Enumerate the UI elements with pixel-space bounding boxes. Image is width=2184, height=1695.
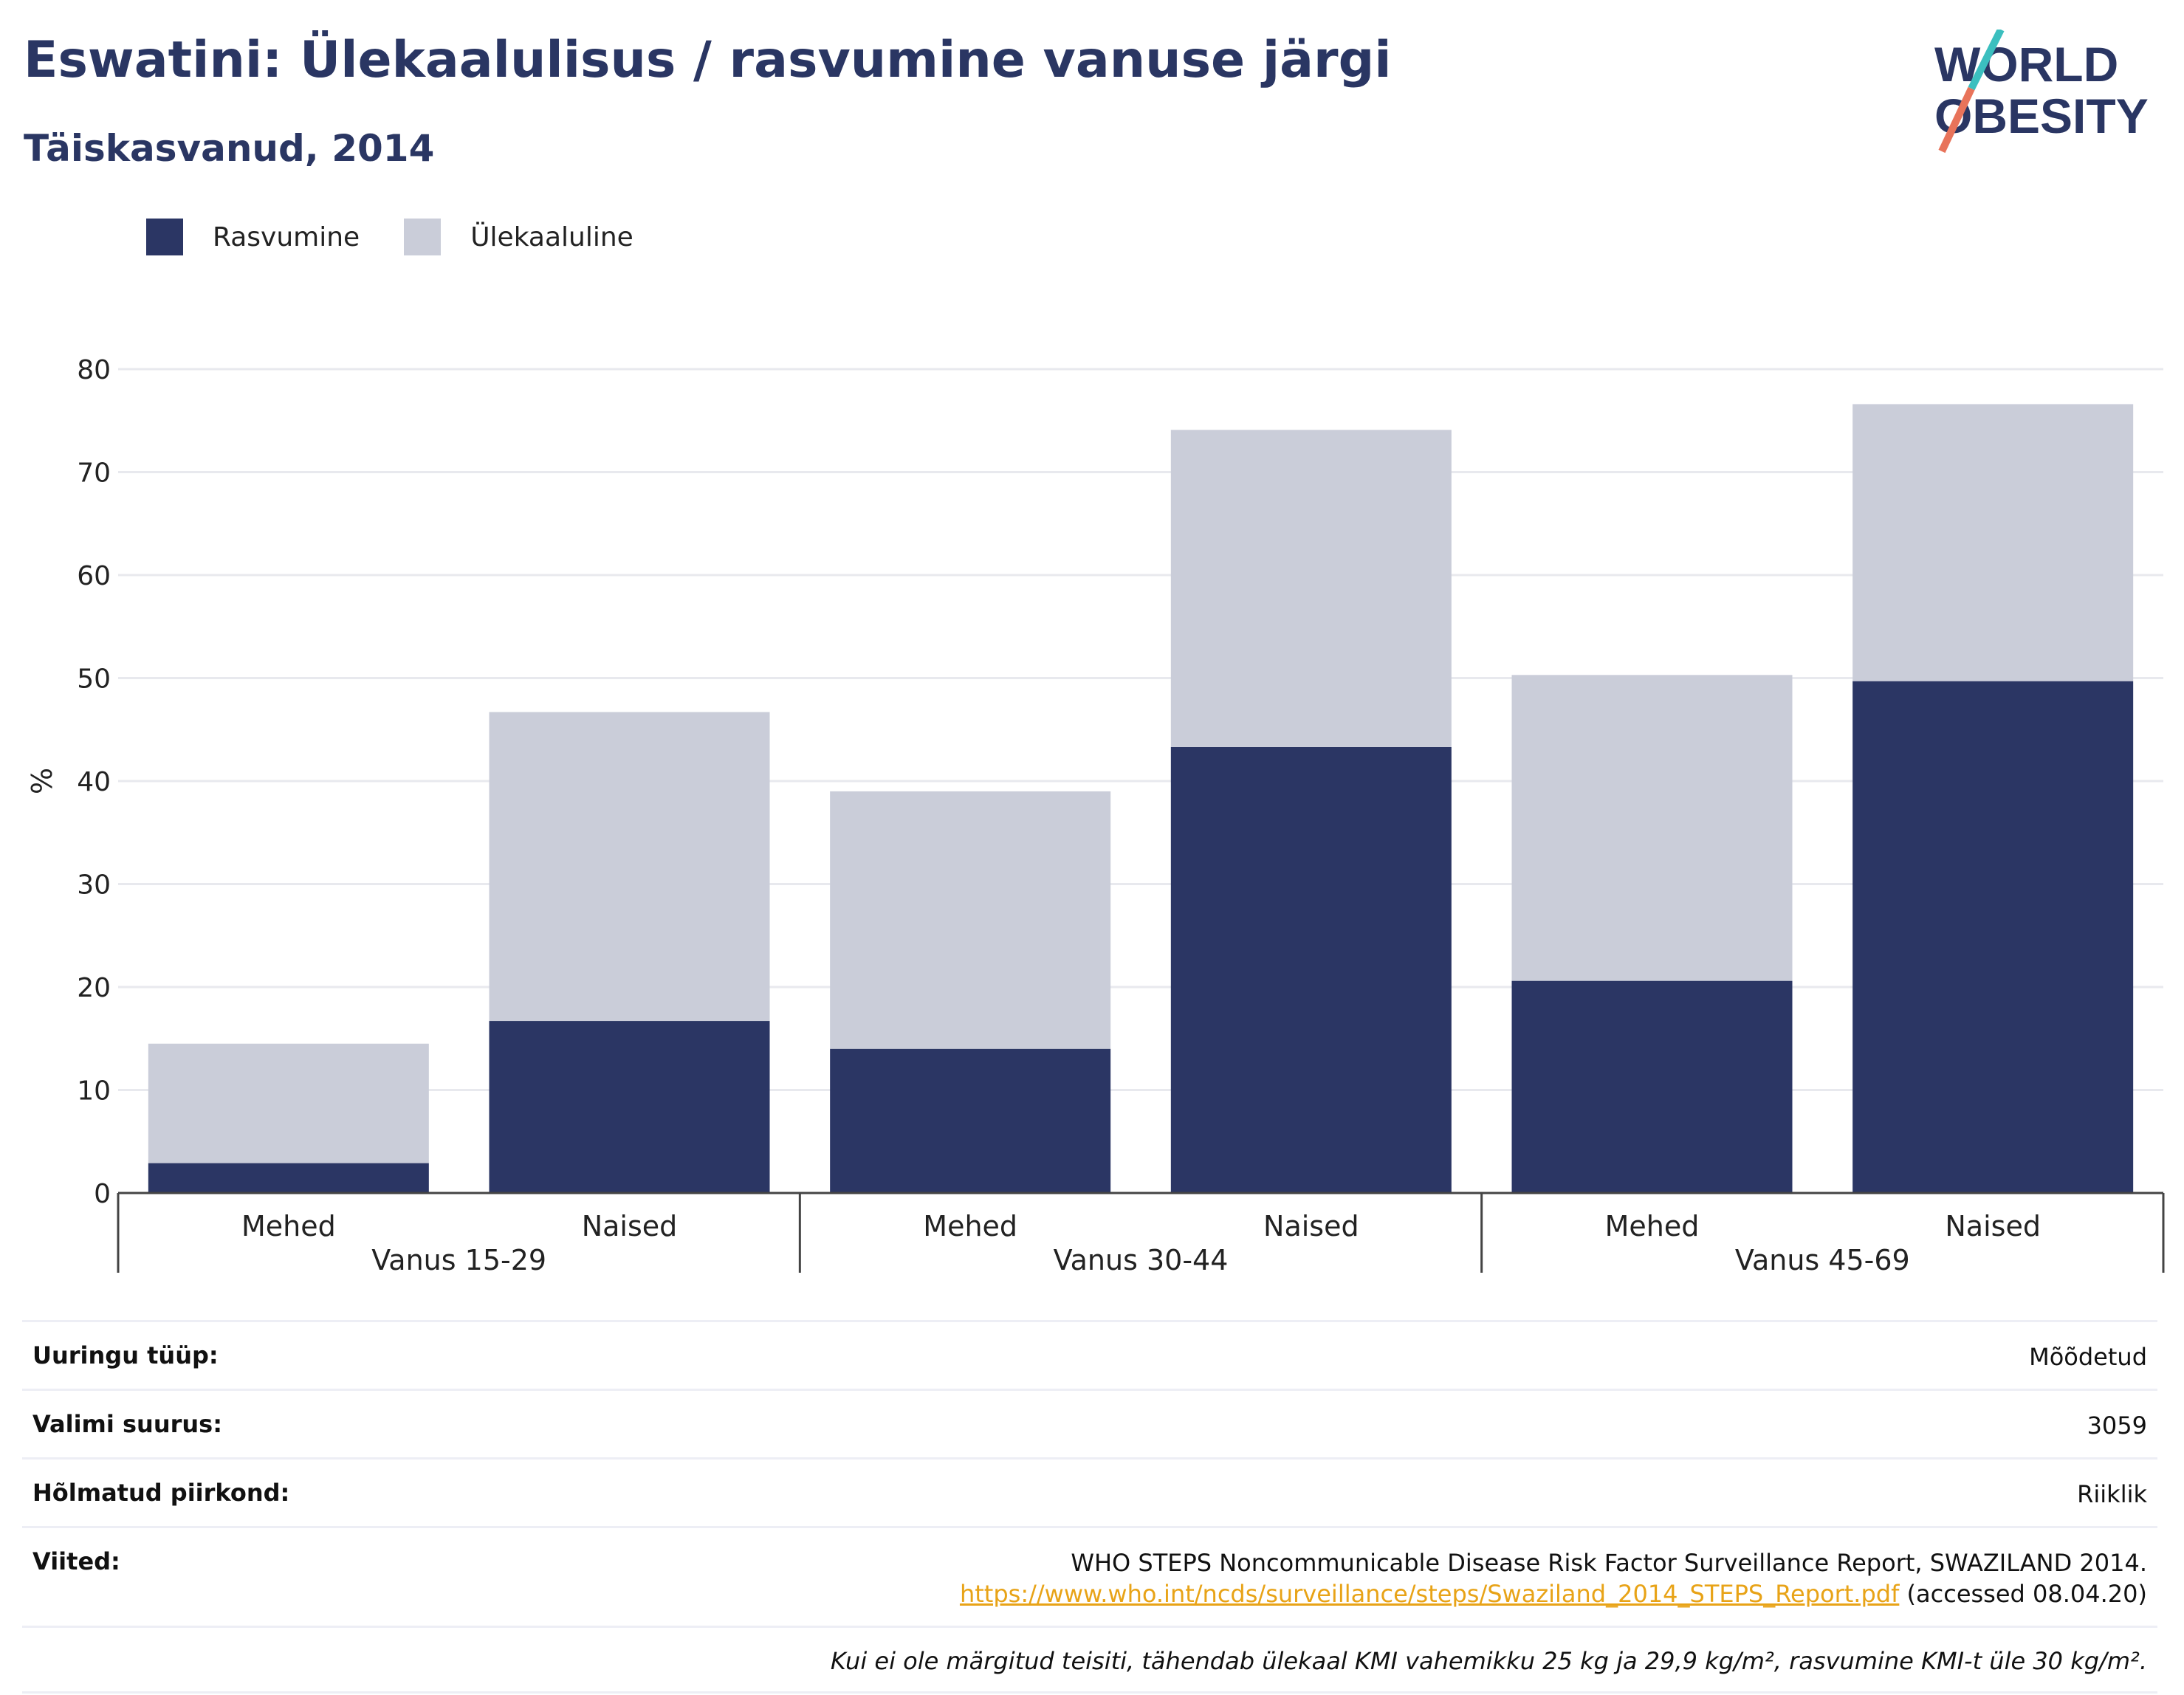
y-tick-label: 30 <box>77 870 111 901</box>
stacked-bar-chart: 0 10 20 30 40 50 60 70 80% Mehed Naised Mehed Naised… <box>26 355 2165 1276</box>
y-tick-label: 80 <box>77 355 111 385</box>
x-group-label: Vanus 15-29 <box>371 1244 546 1276</box>
references-value: WHO STEPS Noncommunicable Disease Risk F… <box>960 1547 2147 1609</box>
info-label: Hõlmatud piirkond: <box>32 1479 290 1507</box>
bar-overweight <box>148 1043 429 1163</box>
x-group-label: Vanus 30-44 <box>1054 1244 1229 1276</box>
x-tick-label: Mehed <box>241 1210 336 1242</box>
x-tick-label: Mehed <box>923 1210 1017 1242</box>
bar-obesity <box>148 1163 429 1193</box>
x-group-label: Vanus 45-69 <box>1735 1244 1910 1276</box>
bar-overweight <box>830 791 1111 1049</box>
info-table: Uuringu tüüp: Mõõdetud Valimi suurus: 30… <box>22 1320 2157 1694</box>
reference-accessed: (accessed 08.04.20) <box>1906 1580 2147 1608</box>
info-label: Valimi suurus: <box>32 1410 223 1438</box>
bar-obesity <box>830 1048 1111 1193</box>
info-row-references: Viited: WHO STEPS Noncommunicable Diseas… <box>22 1526 2157 1626</box>
legend-item-obesity: Rasvumine <box>146 219 360 255</box>
legend-label-overweight: Ülekaaluline <box>470 221 633 252</box>
y-tick-label: 40 <box>77 767 111 797</box>
bar-overweight <box>1511 675 1793 981</box>
page-subtitle: Täiskasvanud, 2014 <box>24 127 435 170</box>
info-label: Uuringu tüüp: <box>32 1341 219 1369</box>
info-row-sample-size: Valimi suurus: 3059 <box>22 1389 2157 1457</box>
y-tick-label: 10 <box>77 1076 111 1107</box>
bar-overweight <box>1852 404 2134 681</box>
x-tick-label: Naised <box>1945 1210 2041 1242</box>
page-title: Eswatini: Ülekaalulisus / rasvumine vanu… <box>24 31 1392 89</box>
bar-overweight <box>489 712 770 1022</box>
bar-obesity <box>489 1021 770 1193</box>
info-value: Riiklik <box>2077 1480 2147 1508</box>
info-label: Viited: <box>32 1547 120 1575</box>
x-tick-label: Mehed <box>1605 1210 1700 1242</box>
info-row-note: Kui ei ole märgitud teisiti, tähendab ül… <box>22 1626 2157 1694</box>
legend-swatch-overweight <box>404 219 442 255</box>
legend-label-obesity: Rasvumine <box>213 221 360 252</box>
definition-note: Kui ei ole märgitud teisiti, tähendab ül… <box>830 1647 2147 1675</box>
reference-link-line: https://www.who.int/ncds/surveillance/st… <box>960 1578 2147 1609</box>
info-value: 3059 <box>2087 1412 2147 1440</box>
info-value: Mõõdetud <box>2029 1343 2147 1371</box>
legend-item-overweight: Ülekaaluline <box>404 219 633 255</box>
y-tick-label: 20 <box>77 973 111 1003</box>
bar-overweight <box>1170 430 1452 747</box>
reference-link[interactable]: https://www.who.int/ncds/surveillance/st… <box>959 1580 1900 1608</box>
info-row-survey-type: Uuringu tüüp: Mõõdetud <box>22 1320 2157 1389</box>
y-tick-label: 50 <box>77 664 111 695</box>
legend-swatch-obesity <box>146 219 183 255</box>
x-tick-label: Naised <box>1263 1210 1359 1242</box>
chart-legend: Rasvumine Ülekaaluline <box>146 219 678 255</box>
y-axis-label: % <box>26 768 58 794</box>
y-tick-label: 70 <box>77 458 111 489</box>
info-row-coverage: Hõlmatud piirkond: Riiklik <box>22 1457 2157 1526</box>
reference-text: WHO STEPS Noncommunicable Disease Risk F… <box>1071 1549 2147 1577</box>
bar-obesity <box>1852 681 2134 1193</box>
y-tick-label: 0 <box>94 1179 111 1209</box>
x-tick-label: Naised <box>582 1210 678 1242</box>
bar-obesity <box>1511 980 1793 1193</box>
bar-obesity <box>1170 746 1452 1193</box>
svg-text:WORLD: WORLD <box>1934 37 2118 92</box>
world-obesity-logo: WORLD OBESITY <box>1934 30 2149 154</box>
y-tick-label: 60 <box>77 561 111 591</box>
